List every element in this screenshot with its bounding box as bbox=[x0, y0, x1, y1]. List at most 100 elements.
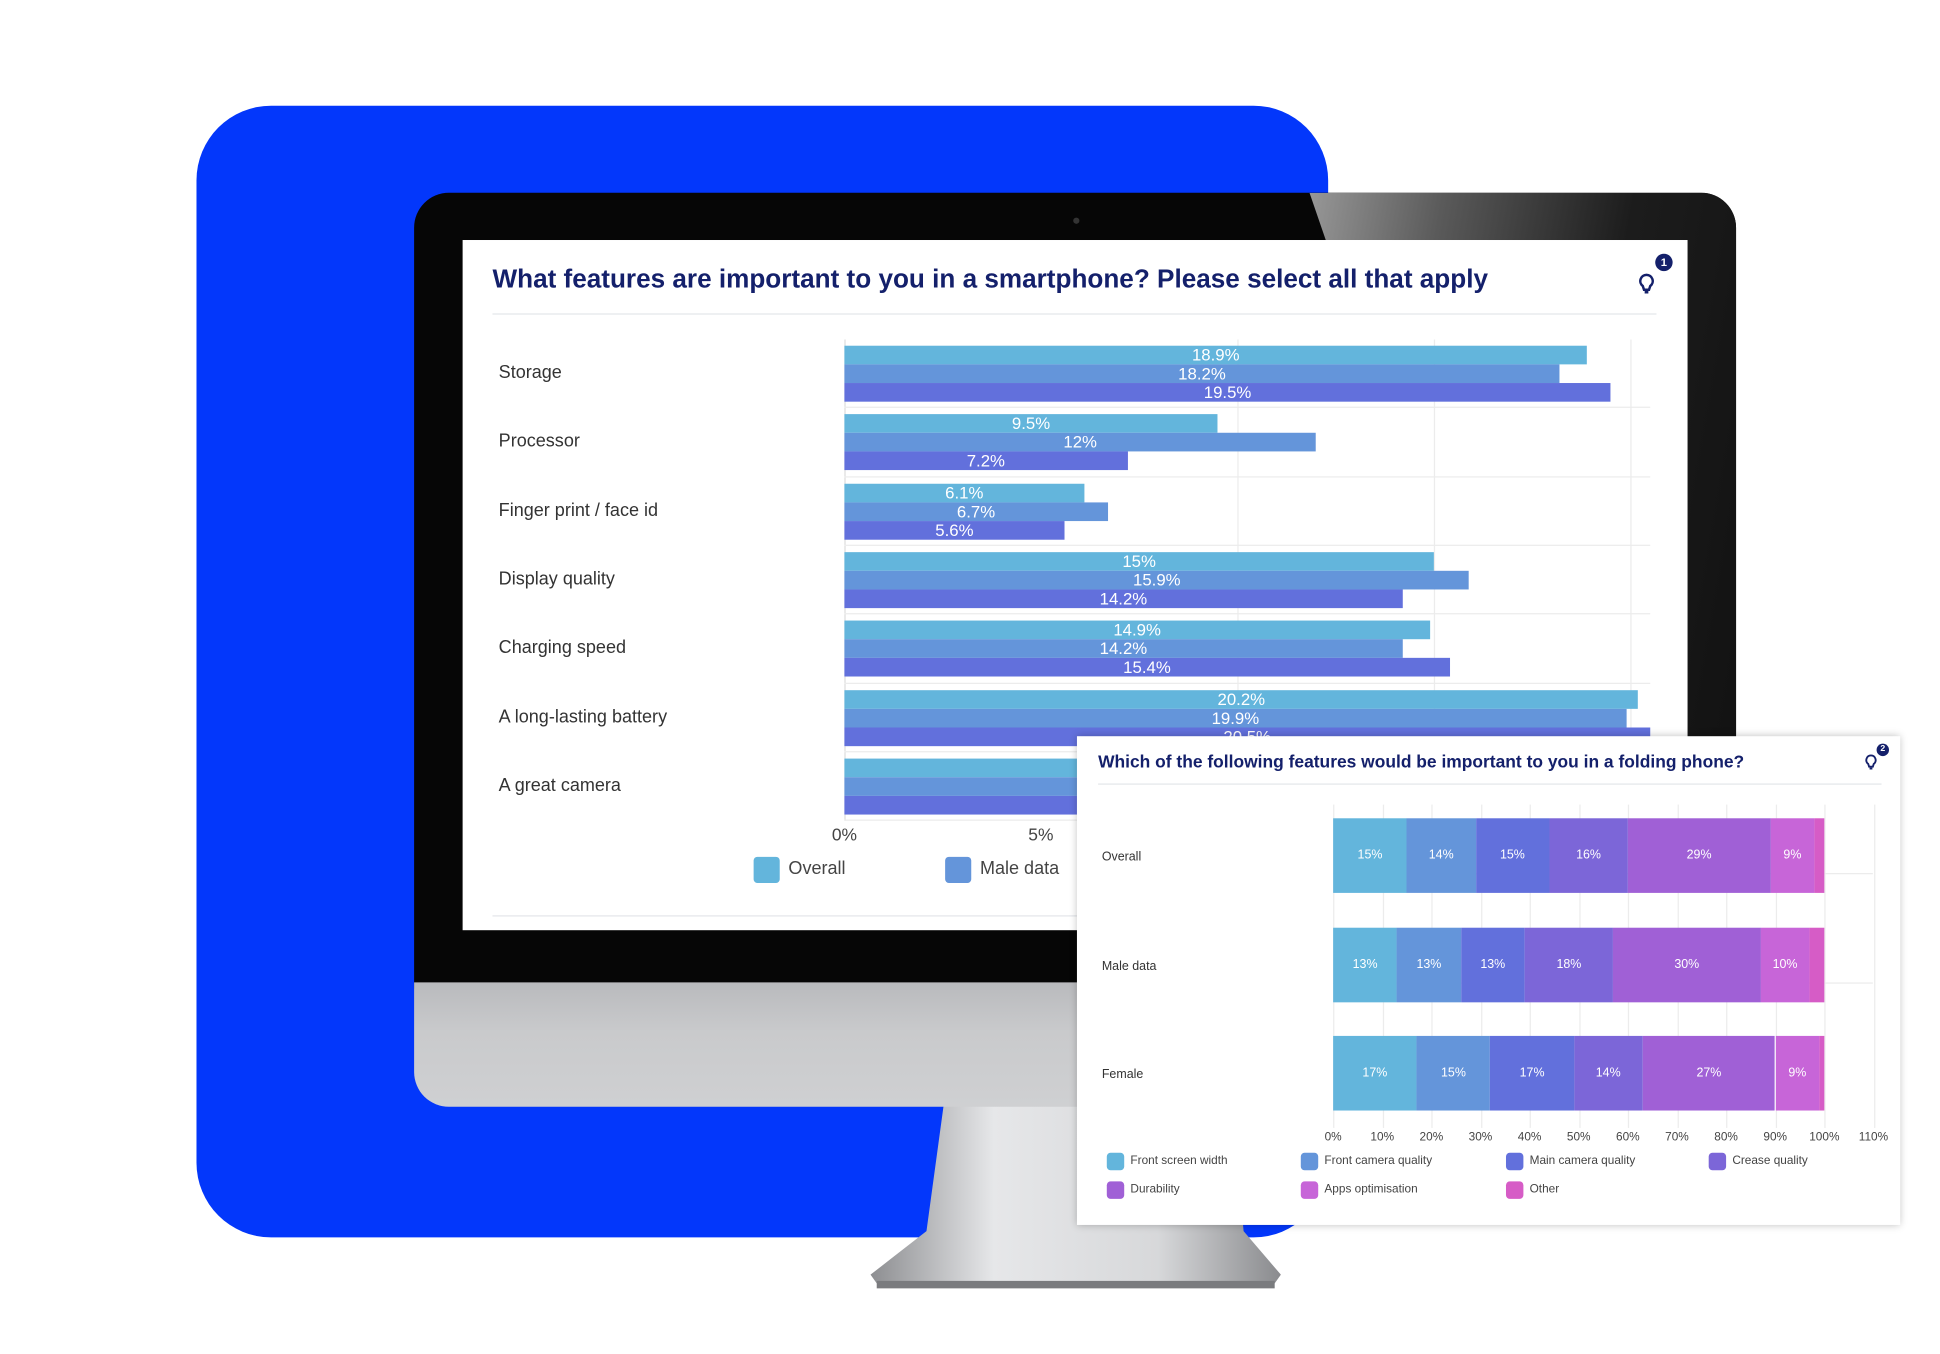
bar[interactable] bbox=[844, 364, 1560, 384]
legend-swatch[interactable] bbox=[1300, 1152, 1319, 1171]
bar[interactable] bbox=[844, 552, 1434, 571]
stacked-segment[interactable] bbox=[1809, 927, 1825, 1003]
legend-label[interactable]: Front screen width bbox=[1130, 1154, 1228, 1168]
bar[interactable] bbox=[844, 451, 1128, 471]
row-separator bbox=[844, 475, 1651, 478]
bar[interactable] bbox=[844, 383, 1611, 402]
bar[interactable] bbox=[844, 658, 1450, 677]
webcam-dot bbox=[1073, 217, 1080, 224]
segment-value-label: 17% bbox=[1362, 1066, 1388, 1081]
legend-swatch[interactable] bbox=[1300, 1181, 1319, 1199]
bar[interactable] bbox=[844, 414, 1218, 434]
bar-value-label: 18.2% bbox=[1178, 364, 1226, 384]
lightbulb-icon[interactable] bbox=[1864, 754, 1878, 773]
lightbulb-icon[interactable] bbox=[1638, 272, 1655, 297]
x-tick-label: 80% bbox=[1714, 1130, 1738, 1145]
stacked-segment[interactable] bbox=[1642, 1035, 1776, 1111]
legend-swatch[interactable] bbox=[1708, 1152, 1727, 1171]
stacked-segment[interactable] bbox=[1490, 1035, 1574, 1111]
stacked-segment[interactable] bbox=[1416, 1035, 1491, 1111]
legend-label[interactable]: Front camera quality bbox=[1324, 1154, 1433, 1168]
legend-label[interactable]: Main camera quality bbox=[1529, 1154, 1636, 1168]
category-label: Overall bbox=[1101, 850, 1142, 865]
bar[interactable] bbox=[844, 570, 1470, 590]
stacked-segment[interactable] bbox=[1460, 927, 1525, 1003]
legend-label[interactable]: Other bbox=[1529, 1182, 1560, 1197]
segment-value-label: 18% bbox=[1556, 958, 1582, 972]
stacked-segment[interactable] bbox=[1627, 818, 1771, 893]
legend-label[interactable]: Durability bbox=[1130, 1182, 1180, 1197]
bar[interactable] bbox=[844, 689, 1639, 709]
bar[interactable] bbox=[844, 501, 1108, 521]
legend-swatch[interactable] bbox=[753, 856, 780, 883]
bar[interactable] bbox=[844, 639, 1403, 659]
x-tick-label: 0% bbox=[1324, 1130, 1342, 1145]
stacked-segment[interactable] bbox=[1814, 818, 1825, 893]
stacked-segment[interactable] bbox=[1333, 1035, 1417, 1111]
bar[interactable] bbox=[844, 345, 1588, 365]
gridline bbox=[1824, 804, 1826, 1128]
bar[interactable] bbox=[844, 620, 1430, 640]
bar-value-label: 15.4% bbox=[1123, 658, 1171, 677]
notification-badge: 1 bbox=[1655, 253, 1673, 272]
stacked-segment[interactable] bbox=[1819, 1035, 1825, 1111]
segment-value-label: 15% bbox=[1499, 848, 1525, 863]
bar[interactable] bbox=[844, 483, 1085, 502]
segment-value-label: 27% bbox=[1696, 1066, 1722, 1081]
folding-phone-chart-card: Which of the following features would be… bbox=[1076, 736, 1901, 1225]
stacked-segment[interactable] bbox=[1333, 927, 1397, 1003]
x-tick-label: 110% bbox=[1858, 1130, 1889, 1145]
gridline bbox=[1630, 339, 1632, 821]
stacked-segment[interactable] bbox=[1573, 1035, 1643, 1111]
stacked-segment[interactable] bbox=[1406, 818, 1476, 893]
legend-swatch[interactable] bbox=[1106, 1181, 1125, 1199]
x-tick-label: 90% bbox=[1763, 1130, 1788, 1145]
category-label: Storage bbox=[498, 363, 562, 384]
legend-swatch[interactable] bbox=[1106, 1152, 1125, 1171]
legend-swatch[interactable] bbox=[1505, 1181, 1524, 1199]
row-separator bbox=[844, 544, 1651, 546]
stacked-segment[interactable] bbox=[1524, 927, 1614, 1003]
bar-value-label: 19.9% bbox=[1211, 708, 1260, 727]
x-tick-label: 5% bbox=[1028, 824, 1054, 845]
segment-value-label: 16% bbox=[1576, 848, 1601, 863]
legend-label[interactable]: Crease quality bbox=[1732, 1154, 1808, 1168]
segment-value-label: 15% bbox=[1441, 1066, 1466, 1081]
bar-value-label: 6.7% bbox=[956, 501, 996, 521]
bar[interactable] bbox=[844, 433, 1316, 452]
segment-value-label: 10% bbox=[1772, 958, 1798, 972]
x-tick-label: 70% bbox=[1665, 1130, 1689, 1145]
stacked-segment[interactable] bbox=[1475, 818, 1550, 893]
legend-label[interactable]: Apps optimisation bbox=[1324, 1182, 1418, 1197]
x-tick-label: 20% bbox=[1419, 1130, 1444, 1145]
bar[interactable] bbox=[844, 708, 1627, 727]
stacked-segment[interactable] bbox=[1760, 927, 1810, 1003]
segment-value-label: 29% bbox=[1686, 848, 1712, 863]
bar-value-label: 14.2% bbox=[1099, 589, 1148, 608]
stacked-segment[interactable] bbox=[1770, 818, 1815, 893]
bar-value-label: 5.6% bbox=[935, 520, 974, 540]
stacked-segment[interactable] bbox=[1613, 927, 1761, 1003]
title-divider bbox=[492, 313, 1657, 315]
bar-value-label: 15.9% bbox=[1133, 570, 1181, 590]
stacked-segment[interactable] bbox=[1333, 818, 1407, 893]
stacked-segment[interactable] bbox=[1549, 818, 1628, 893]
bar[interactable] bbox=[844, 589, 1403, 608]
x-tick-label: 40% bbox=[1517, 1130, 1542, 1145]
gridline bbox=[1873, 804, 1875, 1128]
x-tick-label: 0% bbox=[831, 824, 857, 845]
legend-label[interactable]: Overall bbox=[788, 859, 846, 880]
bar[interactable] bbox=[844, 520, 1065, 540]
bar-value-label: 9.5% bbox=[1011, 414, 1051, 434]
stacked-segment[interactable] bbox=[1775, 1035, 1820, 1111]
bar-value-label: 6.1% bbox=[945, 483, 984, 502]
row-separator bbox=[844, 613, 1651, 615]
legend-label[interactable]: Male data bbox=[979, 859, 1060, 880]
x-tick-label: 60% bbox=[1616, 1130, 1640, 1145]
x-tick-label: 30% bbox=[1468, 1130, 1493, 1145]
legend-swatch[interactable] bbox=[1505, 1152, 1524, 1171]
legend-swatch[interactable] bbox=[945, 856, 972, 883]
bottom-divider bbox=[492, 915, 1657, 917]
stacked-segment[interactable] bbox=[1396, 927, 1461, 1003]
